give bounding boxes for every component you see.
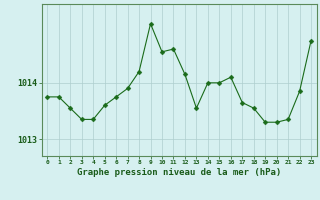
X-axis label: Graphe pression niveau de la mer (hPa): Graphe pression niveau de la mer (hPa) [77, 168, 281, 177]
